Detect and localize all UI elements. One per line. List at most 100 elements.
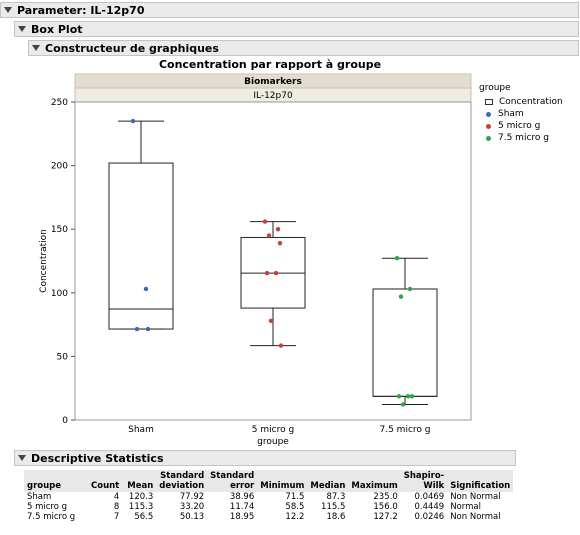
legend-label: Sham xyxy=(498,109,524,119)
table-cell: 71.5 xyxy=(285,492,305,502)
legend: groupe Concentration Sham 5 micro g 7.5 … xyxy=(479,83,563,144)
y-tick-label: 200 xyxy=(51,162,68,172)
green-dot-icon xyxy=(486,135,491,141)
parameter-title: Parameter: IL-12p70 xyxy=(17,3,145,17)
table-cell: 8 xyxy=(113,502,120,512)
chart-title: Concentration par rapport à groupe xyxy=(158,58,382,71)
data-point-5-micro-g xyxy=(262,219,268,224)
legend-item-5-micro-g[interactable]: 5 micro g xyxy=(479,120,563,132)
table-header-row: groupe Count Mean Standard deviation Stan… xyxy=(24,470,514,492)
box-symbol-icon xyxy=(485,99,493,105)
data-point-sham xyxy=(134,326,140,332)
table-cell: 7 xyxy=(113,512,120,522)
table-cell: 115.3 xyxy=(128,502,154,512)
table-cell: 156.0 xyxy=(373,502,398,512)
box-plot-chart: Biomarkers IL-12p70 0 50 100 150 200 250 Sham… xyxy=(39,73,472,447)
x-tick-label: Sham xyxy=(128,425,154,435)
table-cell: 58.5 xyxy=(285,502,305,512)
data-point-5-micro-g xyxy=(273,270,279,276)
table-cell: 120.3 xyxy=(128,492,154,502)
header-std-err: Standard error xyxy=(207,470,258,492)
header-minimum: Minimum xyxy=(257,470,308,492)
table-row: 5 micro g 8 115.3 33.20 11.74 58.5 115.5 156.0 0… xyxy=(24,502,513,512)
legend-label: 7.5 micro g xyxy=(498,133,549,143)
header-signification: Signification xyxy=(447,470,514,492)
data-point-7-5-micro-g xyxy=(398,294,404,299)
legend-item-sham[interactable]: Sham xyxy=(479,108,563,120)
data-point-5-micro-g xyxy=(266,233,272,238)
builder-title: Constructeur de graphiques xyxy=(45,41,219,55)
table-cell: 5 micro g xyxy=(27,502,68,512)
disclosure-triangle-icon[interactable] xyxy=(18,455,26,461)
box-plot-outline-header[interactable]: Box Plot xyxy=(14,21,579,37)
table-cell: Sham xyxy=(27,492,52,502)
builder-outline-header[interactable]: Constructeur de graphiques xyxy=(28,40,579,56)
table-cell: 4 xyxy=(113,492,120,502)
disclosure-triangle-icon[interactable] xyxy=(32,45,40,51)
legend-label: Concentration xyxy=(499,97,563,107)
data-point-5-micro-g xyxy=(277,240,283,246)
box-plot-title: Box Plot xyxy=(31,22,83,36)
data-point-7-5-micro-g xyxy=(407,286,413,292)
table-row: Sham 4 120.3 77.92 38.96 71.5 87.3 235.0 0.0469 N… xyxy=(24,492,513,502)
descriptive-stats-outline-header[interactable]: Descriptive Statistics xyxy=(14,450,516,466)
descriptive-stats-table: groupe Count Mean Standard deviation Stan… xyxy=(24,470,514,522)
table-cell: 11.74 xyxy=(229,502,255,512)
table-row: 7.5 micro g 7 56.5 50.13 18.95 12.2 18.6 127.2 0… xyxy=(24,512,513,522)
table-cell: Non Normal xyxy=(450,492,501,502)
y-tick-label: 250 xyxy=(51,98,68,108)
data-point-sham xyxy=(143,286,149,292)
x-tick-label: 7.5 micro g xyxy=(380,425,431,435)
legend-item-concentration[interactable]: Concentration xyxy=(479,96,563,108)
descriptive-stats-title: Descriptive Statistics xyxy=(31,451,164,465)
parameter-outline-header[interactable]: Parameter: IL-12p70 xyxy=(0,2,579,18)
box-sham xyxy=(108,162,174,330)
header-count: Count xyxy=(88,470,123,492)
panel-subheader-label: IL-12p70 xyxy=(253,91,293,101)
table-cell: 115.5 xyxy=(321,502,346,512)
legend-label: 5 micro g xyxy=(498,121,541,131)
data-point-7-5-micro-g xyxy=(396,394,402,399)
disclosure-triangle-icon[interactable] xyxy=(18,26,26,32)
table-cell: 77.92 xyxy=(179,492,205,502)
blue-dot-icon xyxy=(486,111,491,117)
y-tick-label: 100 xyxy=(51,289,68,299)
box-series xyxy=(108,118,438,407)
data-point-sham xyxy=(130,118,136,124)
table-cell: 38.96 xyxy=(229,492,255,502)
data-point-7-5-micro-g xyxy=(409,394,415,399)
header-std-dev: Standard deviation xyxy=(156,470,208,492)
data-point-5-micro-g xyxy=(268,318,274,323)
table-cell: 87.3 xyxy=(326,492,346,502)
y-tick-label: 50 xyxy=(57,352,69,362)
x-axis: Sham 5 micro g 7.5 micro g xyxy=(128,425,430,435)
y-tick-label: 0 xyxy=(62,416,68,426)
table-cell: 33.20 xyxy=(179,502,205,512)
table-cell: 0.4449 xyxy=(414,502,445,512)
header-maximum: Maximum xyxy=(348,470,401,492)
header-median: Median xyxy=(307,470,349,492)
table-cell: Normal xyxy=(450,502,481,512)
legend-item-7-5-micro-g[interactable]: 7.5 micro g xyxy=(479,132,563,144)
x-axis-label: groupe xyxy=(257,437,289,447)
x-tick-label: 5 micro g xyxy=(252,425,294,435)
header-mean: Mean xyxy=(122,470,157,492)
y-tick-label: 150 xyxy=(51,225,68,235)
table-cell: 0.0469 xyxy=(414,492,445,502)
data-point-sham xyxy=(145,326,151,332)
data-point-5-micro-g xyxy=(275,227,281,232)
table-cell: 50.13 xyxy=(179,512,205,522)
table-cell: 127.2 xyxy=(373,512,398,522)
data-point-7-5-micro-g xyxy=(400,402,406,407)
data-point-5-micro-g xyxy=(278,343,284,348)
data-point-7-5-micro-g xyxy=(394,256,400,261)
legend-title: groupe xyxy=(479,83,511,93)
panel-header-label: Biomarkers xyxy=(244,77,302,87)
header-shapiro-wilk: Shapiro- Wilk xyxy=(400,470,448,492)
y-axis: 0 50 100 150 200 250 xyxy=(51,98,75,426)
red-dot-icon xyxy=(486,123,491,129)
header-groupe: groupe xyxy=(24,470,88,492)
disclosure-triangle-icon[interactable] xyxy=(4,7,12,13)
table-cell: 235.0 xyxy=(373,492,398,502)
plot-frame xyxy=(74,101,472,421)
